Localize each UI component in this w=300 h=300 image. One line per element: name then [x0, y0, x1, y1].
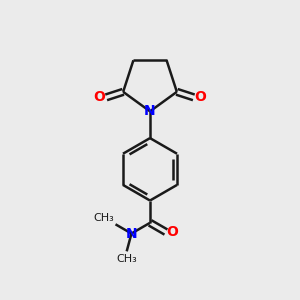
- Text: O: O: [194, 90, 206, 104]
- Text: O: O: [94, 90, 106, 104]
- Text: CH₃: CH₃: [93, 213, 114, 223]
- Text: O: O: [167, 225, 178, 239]
- Text: CH₃: CH₃: [116, 254, 137, 264]
- Text: N: N: [144, 104, 156, 118]
- Text: N: N: [126, 226, 137, 241]
